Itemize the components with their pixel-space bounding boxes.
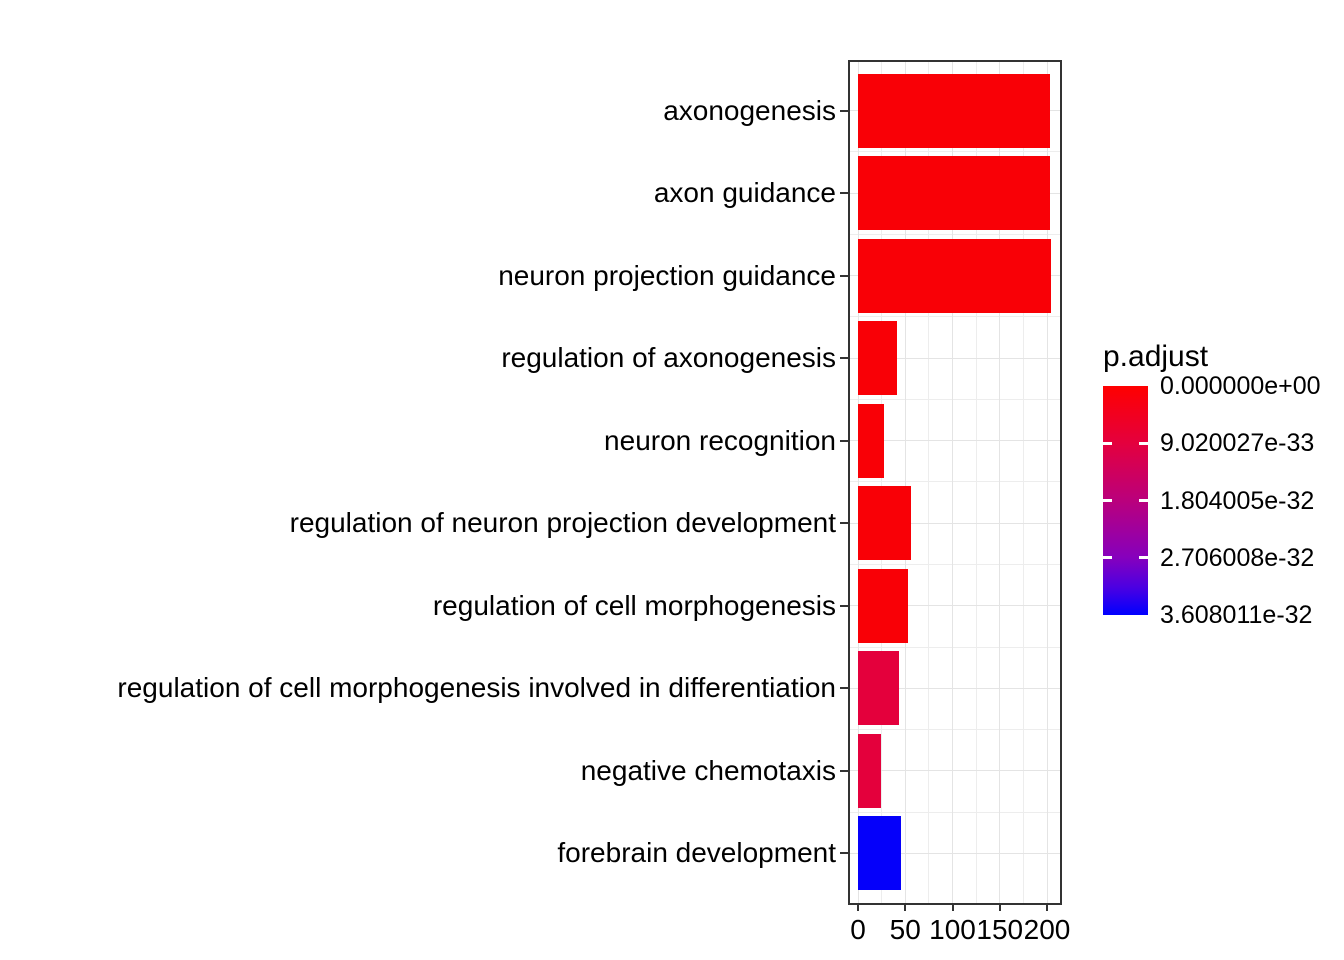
gridline-major-vertical — [904, 62, 906, 903]
gridline-major-horizontal — [850, 440, 1060, 442]
colorbar-tick — [1139, 499, 1148, 502]
gridline-minor-horizontal — [850, 729, 1060, 731]
bar — [858, 73, 1050, 148]
plot-panel — [848, 60, 1062, 905]
y-axis-label: regulation of neuron projection developm… — [289, 507, 836, 539]
gridline-major-horizontal — [850, 852, 1060, 854]
y-axis-tick — [840, 852, 848, 855]
bar — [858, 733, 881, 808]
colorbar-tick — [1103, 556, 1112, 560]
y-axis-label: negative chemotaxis — [580, 754, 836, 786]
y-axis-label: regulation of cell morphogenesis — [432, 589, 836, 621]
gridline-minor-horizontal — [850, 811, 1060, 813]
bar — [858, 403, 885, 478]
y-axis-tick — [840, 522, 848, 525]
gridline-minor-horizontal — [850, 316, 1060, 318]
gridline-minor-horizontal — [850, 481, 1060, 483]
gridline-minor-horizontal — [850, 646, 1060, 648]
gridline-major-vertical — [999, 62, 1001, 903]
y-axis-tick — [840, 769, 848, 772]
y-axis-label: regulation of cell morphogenesis involve… — [117, 672, 836, 704]
y-axis-tick — [840, 439, 848, 442]
gridline-minor-vertical — [1022, 62, 1024, 903]
gridline-minor-horizontal — [850, 564, 1060, 566]
y-axis-label: regulation of axonogenesis — [501, 342, 836, 374]
x-axis-label: 200 — [1023, 914, 1071, 945]
x-axis-label: 150 — [976, 914, 1024, 945]
y-axis-tick — [840, 687, 848, 690]
bar — [858, 156, 1050, 231]
y-axis-label: neuron projection guidance — [498, 259, 836, 291]
legend-title: p.adjust — [1103, 340, 1209, 373]
y-axis-label: axonogenesis — [663, 94, 836, 126]
gridline-major-horizontal — [850, 522, 1060, 524]
y-axis-label: neuron recognition — [604, 424, 836, 456]
bar — [858, 486, 911, 561]
bar — [858, 651, 899, 726]
legend-tick-label: 3.608011e-32 — [1160, 601, 1313, 629]
legend-tick-label: 0.000000e+00 — [1160, 372, 1321, 400]
y-axis-label: forebrain development — [557, 837, 836, 869]
y-axis-tick — [840, 192, 848, 195]
y-axis-tick — [840, 357, 848, 360]
y-axis-tick — [840, 274, 848, 277]
colorbar-tick — [1103, 441, 1112, 445]
gridline-major-horizontal — [850, 687, 1060, 689]
x-axis-tick — [857, 903, 859, 911]
x-axis-tick — [1046, 903, 1048, 911]
gridline-major-horizontal — [850, 770, 1060, 772]
legend-tick-label: 9.020027e-33 — [1160, 429, 1315, 458]
gridline-minor-vertical — [928, 62, 930, 903]
gridline-minor-horizontal — [850, 233, 1060, 235]
legend-tick-label: 1.804005e-32 — [1160, 486, 1315, 515]
x-axis-label: 50 — [889, 914, 921, 945]
gridline-minor-vertical — [881, 62, 883, 903]
x-axis-label: 0 — [850, 914, 866, 945]
colorbar-gradient — [1103, 386, 1148, 615]
x-axis-tick — [998, 903, 1001, 911]
gridline-major-vertical — [952, 62, 953, 903]
bar — [858, 238, 1051, 313]
gridline-minor-horizontal — [850, 398, 1060, 400]
colorbar-tick — [1139, 556, 1148, 560]
x-axis-tick — [951, 903, 954, 911]
legend-tick-label: 2.706008e-32 — [1160, 543, 1315, 572]
bar — [858, 568, 909, 643]
y-axis-label: axon guidance — [653, 177, 836, 209]
y-axis-tick — [840, 604, 848, 607]
gridline-minor-vertical — [975, 62, 977, 903]
colorbar-tick — [1103, 499, 1112, 502]
gridline-major-horizontal — [850, 605, 1060, 607]
bar — [858, 321, 897, 396]
colorbar-tick — [1139, 441, 1148, 445]
y-axis-tick — [840, 109, 848, 112]
gridline-major-horizontal — [850, 357, 1060, 359]
x-axis-tick — [904, 903, 907, 911]
x-axis-label: 100 — [929, 914, 976, 945]
gridline-major-vertical — [1046, 62, 1048, 903]
bar — [858, 816, 902, 891]
gridline-minor-horizontal — [850, 151, 1060, 153]
gridline-major-vertical — [857, 62, 859, 903]
